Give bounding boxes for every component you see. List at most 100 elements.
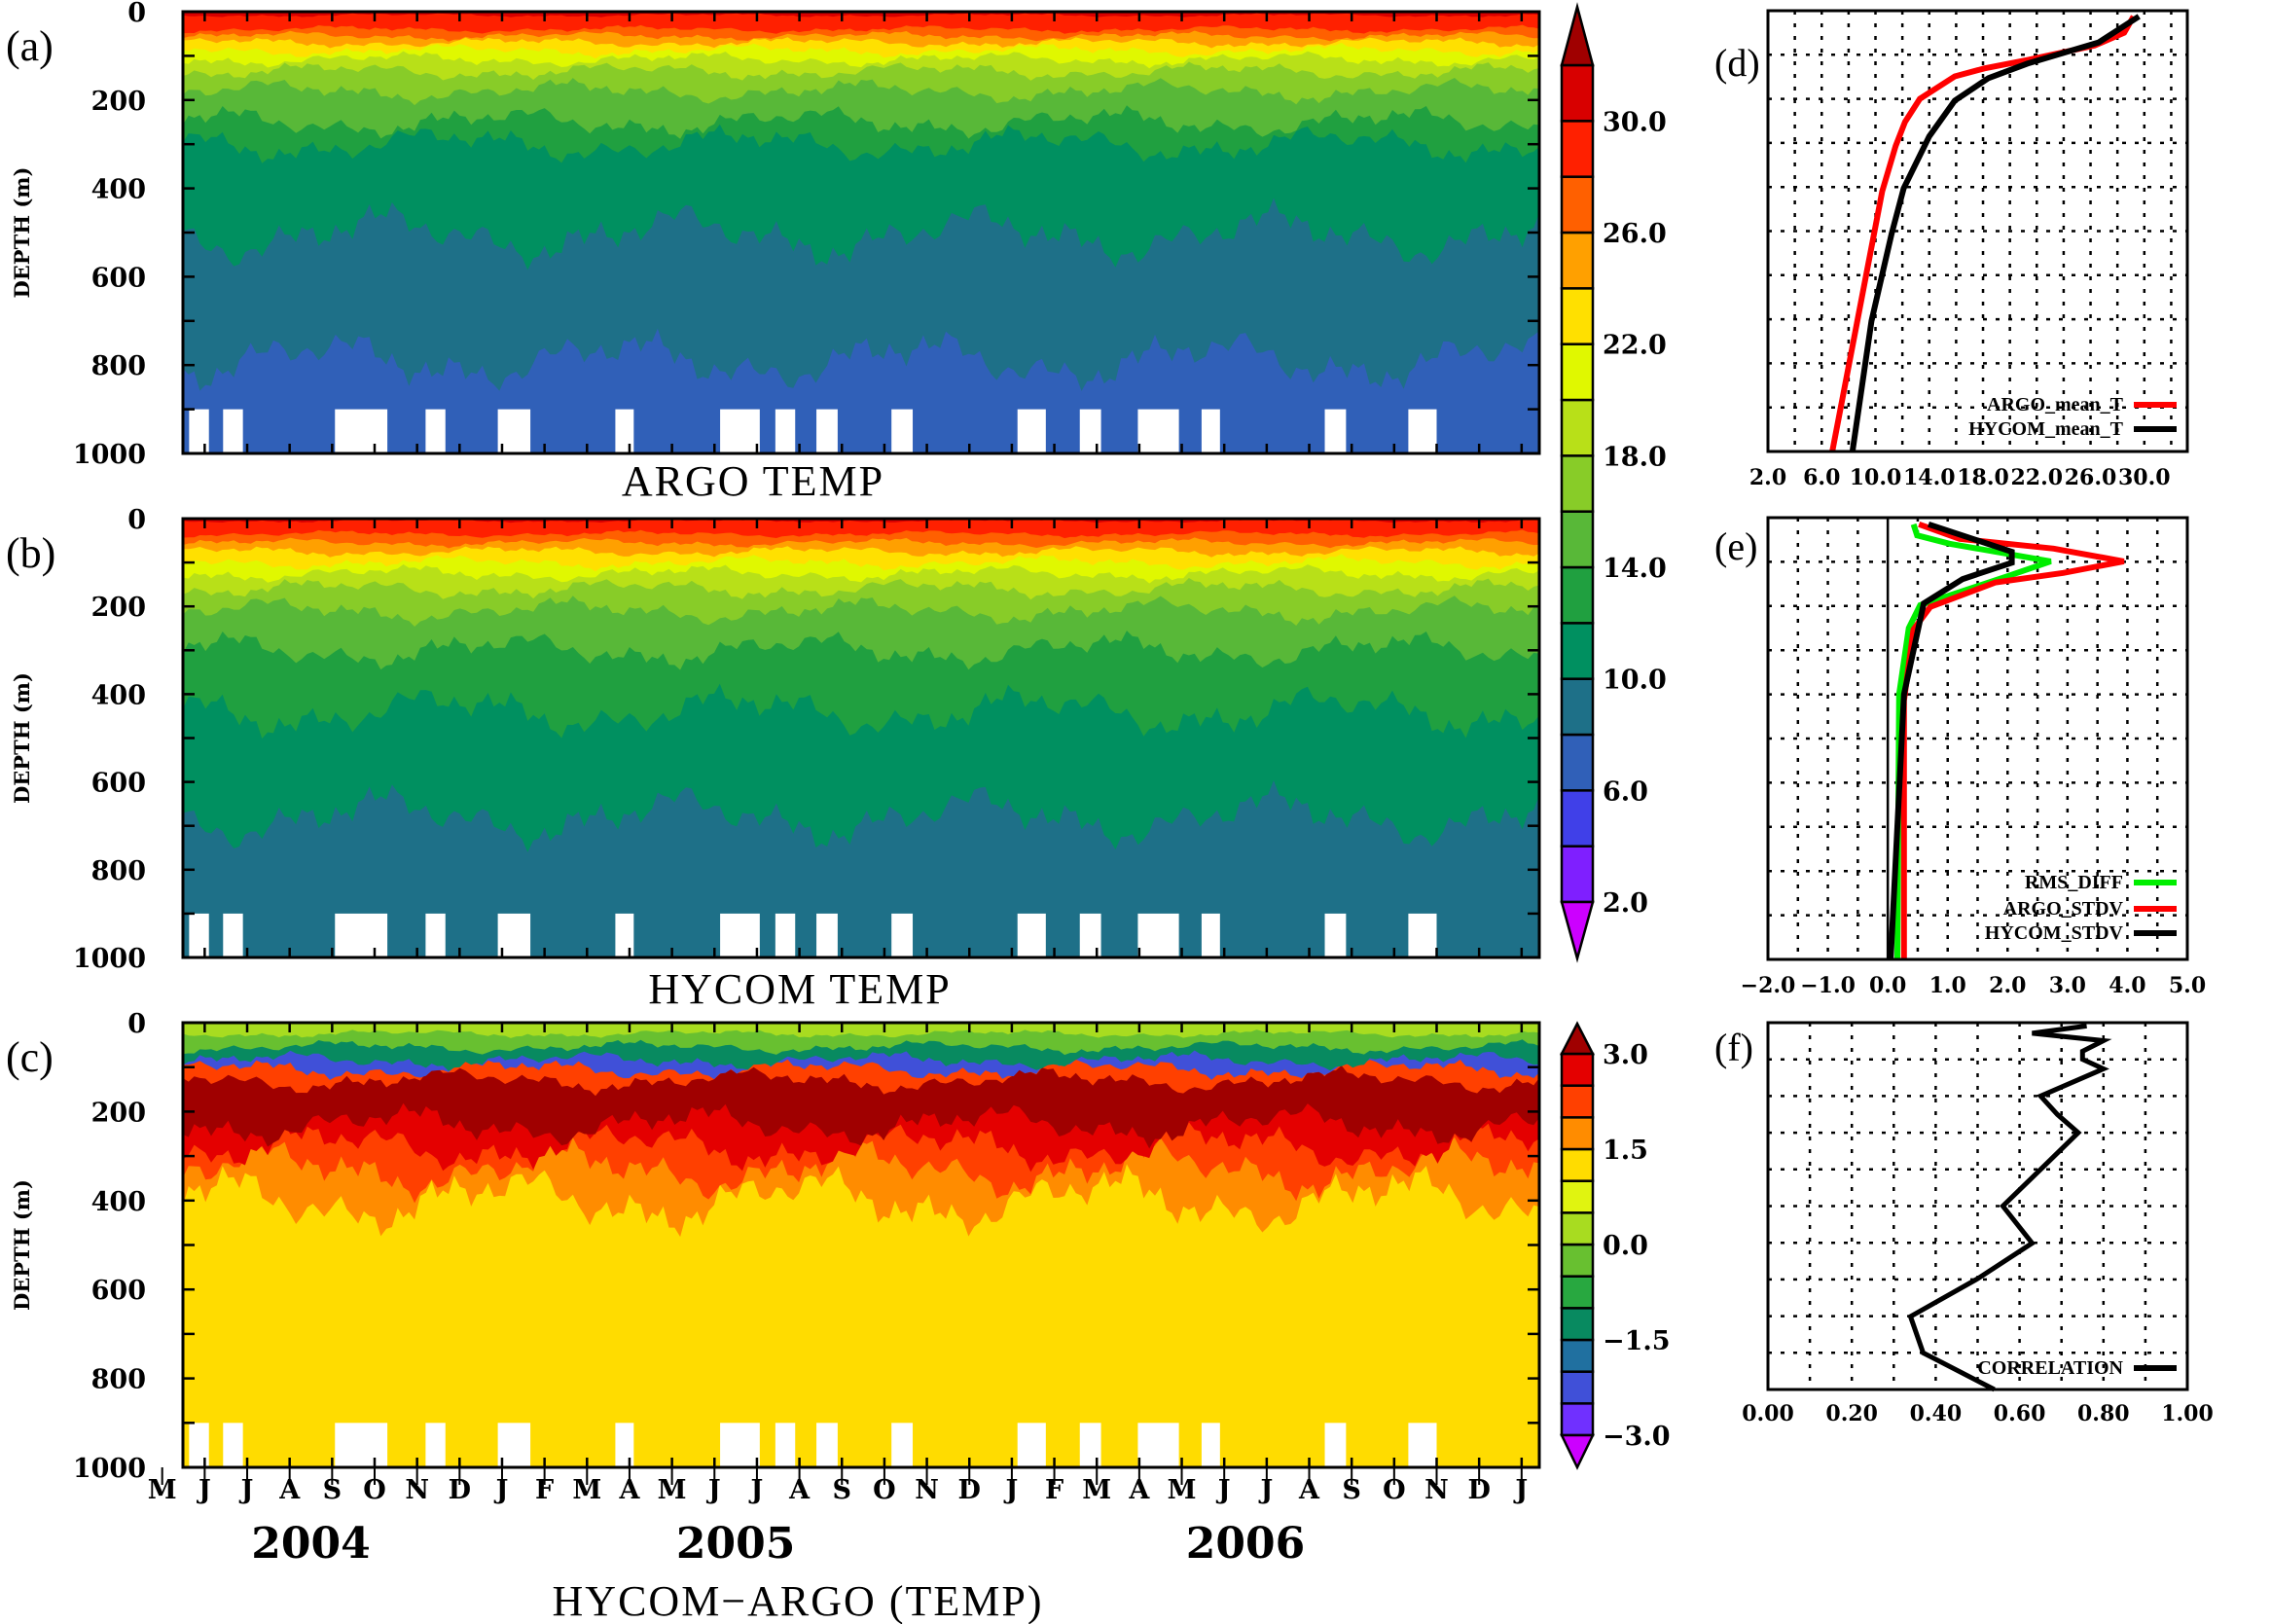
x-tick-label: 2.0	[1749, 465, 1786, 490]
y-tick-label: 400	[91, 680, 146, 710]
colorbar-label: 6.0	[1603, 776, 1648, 807]
year-label: 2005	[676, 1519, 795, 1569]
no-data-gap	[615, 1423, 634, 1467]
no-data-gap	[189, 913, 209, 957]
x-tick-label: −1.0	[1800, 973, 1856, 998]
month-label: J	[1513, 1475, 1528, 1505]
colorbar-label: 2.0	[1603, 888, 1648, 919]
colorbar-box	[1560, 231, 1595, 290]
difference-colorbar: −3.0 −1.5 0.0 1.5 3.0	[1559, 1021, 1671, 1470]
colorbar-box	[1560, 1307, 1595, 1342]
y-tick-label: 200	[91, 593, 146, 623]
month-label: D	[958, 1475, 981, 1505]
colorbar-label: 10.0	[1603, 666, 1667, 696]
no-data-gap	[615, 913, 634, 957]
no-data-gap	[335, 913, 388, 957]
x-tick-label: 6.0	[1803, 465, 1840, 490]
x-tick-label: 18.0	[1957, 465, 2009, 490]
panel-label: (b)	[6, 529, 55, 577]
contour-band	[183, 519, 1539, 539]
legend-label: RMS_DIFF	[2025, 872, 2123, 893]
month-label: S	[323, 1475, 342, 1505]
colorbar-box	[1560, 1084, 1595, 1119]
no-data-gap	[189, 409, 209, 453]
y-tick-label: 400	[91, 175, 146, 205]
temperature-colorbar: 2.0 6.0 10.0 14.0 18.0 22.0 26.0 30.0	[1560, 2, 1667, 963]
no-data-gap	[1324, 409, 1347, 453]
month-label: M	[148, 1475, 177, 1505]
y-tick-label: 1000	[73, 1454, 146, 1484]
colorbar-box	[1560, 343, 1595, 402]
month-label: O	[363, 1475, 386, 1505]
no-data-gap	[1079, 1423, 1101, 1467]
x-tick-label: 0.40	[1910, 1401, 1963, 1426]
series-line-hycom-stdv	[1888, 521, 2015, 959]
no-data-gap	[816, 1423, 838, 1467]
no-data-gap	[1324, 913, 1347, 957]
colorbar-box	[1560, 622, 1595, 680]
month-label: J	[239, 1475, 254, 1505]
x-tick-label: 10.0	[1850, 465, 1902, 490]
colorbar-box	[1560, 1275, 1595, 1310]
legend-label: HYCOM_STDV	[1985, 922, 2124, 944]
no-data-gap	[720, 409, 760, 453]
panel-label: (a)	[6, 22, 54, 70]
y-tick-label: 800	[91, 856, 146, 886]
no-data-gap	[891, 1423, 914, 1467]
colorbar-under-triangle	[1560, 1433, 1595, 1470]
y-tick-label: 0	[127, 505, 146, 535]
colorbar-box	[1560, 677, 1595, 737]
colorbar-label: 30.0	[1603, 107, 1667, 137]
colorbar-over-triangle	[1559, 1021, 1596, 1056]
month-label: M	[572, 1475, 601, 1505]
series-line-hycom-mean-t	[1850, 14, 2141, 451]
panel-title: HYCOM−ARGO (TEMP)	[553, 1577, 1044, 1624]
x-tick-label: 0.0	[1869, 973, 1906, 998]
colorbar-box	[1560, 845, 1595, 904]
month-label: D	[1467, 1475, 1490, 1505]
no-data-gap	[891, 409, 914, 453]
x-tick-label: 26.0	[2065, 465, 2117, 490]
no-data-gap	[335, 1423, 388, 1467]
no-data-gap	[189, 1423, 209, 1467]
colorbar-box	[1560, 510, 1595, 569]
legend-label: ARGO_STDV	[2003, 898, 2124, 920]
y-tick-label: 400	[91, 1187, 146, 1217]
colorbar-label: 22.0	[1603, 331, 1667, 361]
colorbar-box	[1560, 1179, 1595, 1214]
no-data-gap	[335, 409, 388, 453]
y-tick-label: 0	[127, 1009, 146, 1039]
y-tick-label: 1000	[73, 944, 146, 974]
no-data-gap	[775, 913, 796, 957]
month-label: J	[1004, 1475, 1019, 1505]
month-label: A	[1128, 1475, 1150, 1505]
no-data-gap	[1137, 913, 1179, 957]
colorbar-box	[1560, 1116, 1595, 1151]
panel-label: (c)	[6, 1033, 54, 1081]
no-data-gap	[720, 913, 760, 957]
month-label: J	[1258, 1475, 1273, 1505]
no-data-gap	[615, 409, 634, 453]
colorbar-box	[1560, 789, 1595, 848]
panel-a-heatmap: 0 200 400 600 800 1000 DEPTH (m) (a) ARGO TEMP	[6, 0, 1541, 505]
month-label: F	[1045, 1475, 1063, 1505]
no-data-gap	[1201, 913, 1220, 957]
x-tick-label: 0.60	[1994, 1401, 2046, 1426]
colorbar-box	[1560, 1147, 1595, 1182]
legend-label: ARGO_mean_T	[1987, 394, 2124, 415]
month-label: A	[788, 1475, 811, 1505]
no-data-gap	[891, 913, 914, 957]
colorbar-label: −1.5	[1603, 1326, 1671, 1356]
no-data-gap	[1079, 409, 1101, 453]
colorbar-box	[1560, 565, 1595, 625]
no-data-gap	[775, 409, 796, 453]
colorbar-label: 1.5	[1603, 1136, 1648, 1166]
x-tick-label: 0.20	[1825, 1401, 1878, 1426]
colorbar-box	[1560, 63, 1595, 123]
month-label: J	[197, 1475, 211, 1505]
no-data-gap	[223, 1423, 243, 1467]
x-tick-label: 1.00	[2161, 1401, 2214, 1426]
y-tick-label: 800	[91, 1365, 146, 1395]
series-line-rms-diff	[1894, 523, 2052, 959]
